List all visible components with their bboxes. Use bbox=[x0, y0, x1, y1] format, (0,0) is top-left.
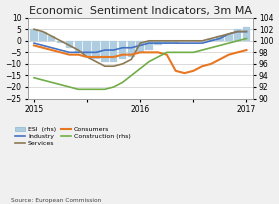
Bar bbox=[234, 29, 241, 41]
Bar bbox=[119, 41, 126, 59]
Bar bbox=[145, 41, 153, 50]
Bar bbox=[101, 41, 109, 62]
Text: Source: European Commission: Source: European Commission bbox=[11, 198, 101, 203]
Bar bbox=[57, 41, 64, 43]
Bar bbox=[216, 36, 224, 41]
Title: Economic  Sentiment Indicators, 3m MA: Economic Sentiment Indicators, 3m MA bbox=[29, 6, 252, 16]
Bar bbox=[163, 41, 170, 43]
Bar bbox=[243, 27, 250, 41]
Bar bbox=[92, 41, 100, 59]
Bar bbox=[48, 36, 56, 41]
Bar bbox=[30, 29, 38, 41]
Bar bbox=[136, 41, 144, 52]
Bar bbox=[74, 41, 82, 52]
Bar bbox=[154, 41, 162, 45]
Bar bbox=[83, 41, 91, 57]
Legend: ESI  (rhs), Industry, Services, Consumers, Construction (rhs): ESI (rhs), Industry, Services, Consumers… bbox=[13, 124, 133, 149]
Bar bbox=[172, 41, 179, 43]
Bar bbox=[66, 41, 73, 48]
Bar bbox=[128, 41, 135, 57]
Bar bbox=[207, 39, 215, 41]
Bar bbox=[39, 32, 47, 41]
Bar bbox=[225, 34, 233, 41]
Bar bbox=[110, 41, 117, 62]
